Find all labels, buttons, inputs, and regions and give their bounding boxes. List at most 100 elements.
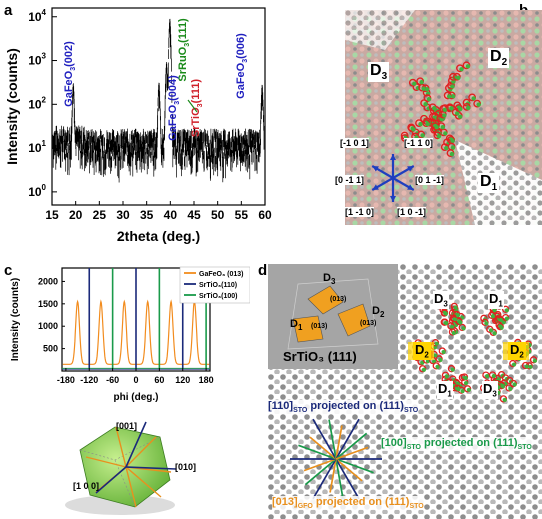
- d-domain-label: D1: [488, 291, 504, 309]
- domain-sub: 3: [492, 389, 497, 399]
- atom: [443, 311, 448, 316]
- atom: [453, 305, 458, 310]
- direction-star-icon: [371, 154, 415, 202]
- atom: [484, 321, 489, 326]
- atom: [502, 397, 507, 402]
- x-tick-label: 40: [164, 208, 178, 222]
- atom: [421, 86, 426, 91]
- legend-label: GaFeO₃ (013): [199, 271, 243, 278]
- atom: [433, 353, 438, 358]
- atom: [528, 364, 533, 369]
- star-arrowhead: [390, 196, 396, 202]
- y-tick-label: 1500: [38, 299, 58, 309]
- atom: [465, 64, 471, 69]
- y-tick-label: 104: [28, 8, 46, 24]
- domain-label-d1: D1: [478, 173, 500, 194]
- legend-sub: STO: [409, 503, 424, 511]
- atom: [451, 330, 456, 336]
- xrd-chart: 15 20 25 30 35 40 45 50 55 601001011021031042thet…: [4, 7, 272, 244]
- atom: [425, 358, 430, 364]
- x-tick-label: -60: [106, 375, 119, 385]
- domain-sub: 1: [447, 389, 452, 399]
- annotation-sub: 3: [242, 59, 249, 63]
- atom: [419, 80, 424, 85]
- cube-shadow: [65, 495, 175, 515]
- y-tick-label: 101: [28, 139, 46, 155]
- atom: [442, 107, 448, 113]
- grey-region: [345, 10, 415, 50]
- domain-sub: 2: [424, 350, 429, 360]
- inset-prism: [337, 303, 371, 337]
- domain-letter: D: [510, 342, 520, 357]
- atom: [442, 113, 447, 118]
- domain-sub: 1: [498, 299, 503, 309]
- atom: [434, 341, 439, 346]
- atom: [458, 320, 463, 325]
- atom: [504, 308, 509, 313]
- atom: [466, 387, 471, 392]
- legend-text: projected on (111): [420, 437, 518, 449]
- x-tick-label: 120: [175, 375, 190, 385]
- inset-prism: [292, 315, 324, 343]
- xrd-trace: [52, 18, 265, 183]
- annotation-tail: (004): [167, 75, 179, 101]
- legend-label: SrTiO₃(110): [199, 282, 237, 289]
- domain-letter: D: [434, 291, 444, 306]
- panel-a-label: a: [4, 2, 13, 19]
- atom: [450, 324, 455, 330]
- projection-arrow: [335, 432, 368, 460]
- atom: [438, 357, 443, 363]
- atom: [511, 362, 517, 367]
- atom: [411, 127, 416, 132]
- y-tick-label: 103: [28, 52, 46, 68]
- annotation-tail: (002): [63, 41, 75, 67]
- atom: [463, 375, 468, 381]
- projection-arrow: [335, 418, 360, 460]
- domain-sub: 2: [519, 350, 524, 360]
- atom: [450, 138, 455, 144]
- atom: [512, 382, 517, 387]
- star-arrowhead: [407, 184, 414, 190]
- atom: [492, 308, 497, 313]
- atom: [491, 373, 496, 379]
- phi-scan-chart: -180 -120 -60 0 60 120 180 500 1000 1500 2000 phi (…: [10, 266, 250, 403]
- orange-arrow: [125, 436, 157, 468]
- domain-sub: 3: [443, 299, 448, 309]
- atom: [421, 367, 427, 372]
- atom: [420, 133, 425, 138]
- legend-sub: GFO: [297, 503, 313, 511]
- x-tick-label: 180: [199, 375, 214, 385]
- y-tick-exp: 2: [42, 95, 47, 104]
- x-tick-label: 25: [93, 208, 107, 222]
- y-tick-label: 500: [43, 344, 58, 354]
- peak-annotation: GaFeO3(002): [63, 41, 77, 107]
- projection-arrow: [335, 458, 360, 500]
- projection-arrow: [328, 419, 337, 460]
- projection-arrow: [298, 444, 337, 460]
- annotation-sub: 3: [184, 43, 191, 47]
- cube-label-001: [001]: [116, 421, 138, 431]
- atom: [423, 101, 428, 107]
- domain-sub: 3: [330, 277, 336, 287]
- atom: [460, 389, 465, 394]
- atom: [500, 383, 505, 388]
- atom: [524, 364, 529, 369]
- atom: [492, 331, 497, 336]
- domain-label-d3: D3: [368, 62, 390, 83]
- domain-sub: 2: [379, 310, 385, 320]
- x-tick-label: 35: [140, 208, 154, 222]
- atom: [426, 96, 432, 102]
- legend-dir: [100]: [381, 437, 407, 449]
- cube-label-100: [1 0 0]: [73, 481, 100, 491]
- atom: [449, 106, 454, 111]
- x-tick-label: 60: [154, 375, 164, 385]
- projection-star-icon: [290, 418, 382, 500]
- atom: [485, 373, 490, 379]
- atom: [444, 145, 449, 151]
- atom: [455, 111, 460, 116]
- domain-letter: D: [483, 381, 493, 396]
- x-tick-label: -180: [57, 375, 75, 385]
- y-tick-label: 102: [28, 95, 46, 111]
- atom: [450, 94, 456, 99]
- atom: [488, 328, 494, 333]
